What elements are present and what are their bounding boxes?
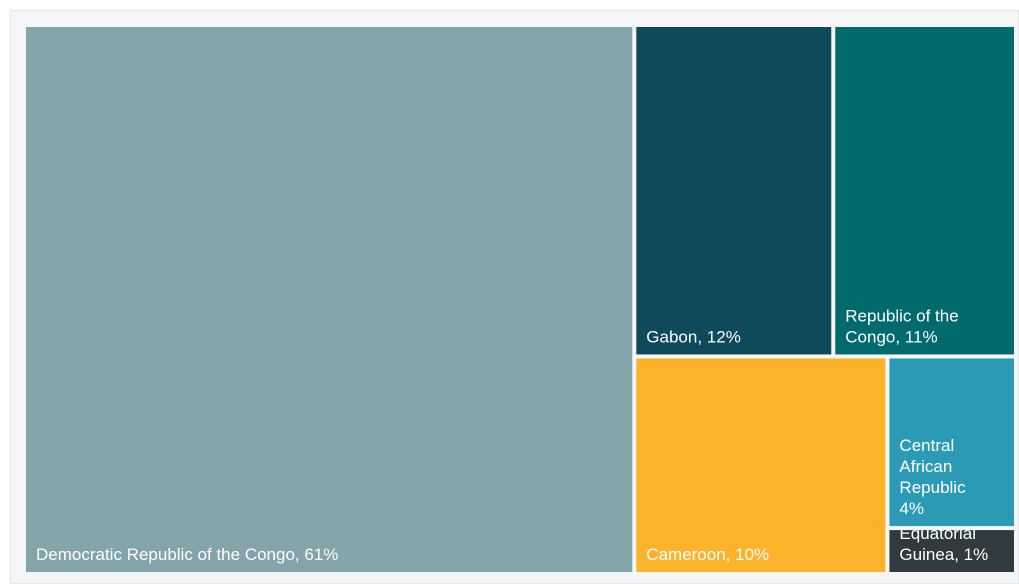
treemap-rect-gabon[interactable] <box>636 27 832 355</box>
treemap-rect-cameroon[interactable] <box>636 358 886 572</box>
treemap-rect-equatorial-guinea[interactable] <box>889 530 1014 572</box>
treemap-label-gabon: Gabon, 12% <box>646 327 741 346</box>
treemap-cell-cameroon[interactable]: Cameroon, 10% <box>636 358 886 572</box>
treemap-rect-democratic-republic-of-the-congo[interactable] <box>26 27 633 572</box>
treemap-cell-democratic-republic-of-the-congo[interactable]: Democratic Republic of the Congo, 61% <box>26 27 633 572</box>
treemap-label-republic-of-the-congo: Republic of the Congo, 11% <box>845 306 958 346</box>
treemap-cell-republic-of-the-congo[interactable]: Republic of the Congo, 11% <box>835 27 1014 355</box>
treemap-cell-central-african-republic[interactable]: Central African Republic 4% <box>889 358 1014 527</box>
treemap-label-cameroon: Cameroon, 10% <box>646 545 769 564</box>
treemap-rect-central-african-republic[interactable] <box>889 358 1014 527</box>
treemap-label-democratic-republic-of-the-congo: Democratic Republic of the Congo, 61% <box>36 545 338 564</box>
treemap-label-equatorial-guinea: Equatorial Guinea, 1% <box>899 524 988 564</box>
treemap-cell-equatorial-guinea[interactable]: Equatorial Guinea, 1% <box>889 524 1014 572</box>
treemap-cell-gabon[interactable]: Gabon, 12% <box>636 27 832 355</box>
treemap-label-central-african-republic: Central African Republic 4% <box>899 436 966 518</box>
treemap-rect-republic-of-the-congo[interactable] <box>835 27 1014 355</box>
